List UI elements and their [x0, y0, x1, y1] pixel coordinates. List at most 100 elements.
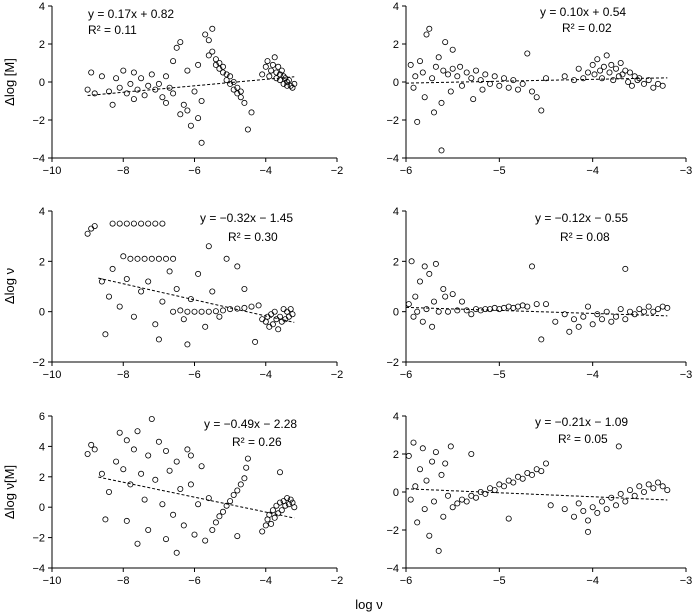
data-point [664, 487, 671, 494]
data-point [145, 278, 152, 285]
data-point [533, 94, 540, 101]
data-point [482, 490, 489, 497]
data-point [84, 450, 91, 457]
data-point [280, 80, 287, 87]
panel-row1-right: y = 0.10x + 0.54 R² = 0.02 −6 −5 −4 −3 −4 −2 0… [386, 1, 692, 177]
data-point [113, 458, 120, 465]
data-point [449, 291, 456, 298]
data-point [148, 71, 155, 78]
data-point [248, 109, 255, 116]
data-point [477, 77, 484, 84]
data-point [269, 321, 276, 328]
data-point [120, 253, 127, 260]
data-point [205, 495, 212, 502]
data-point [268, 311, 275, 318]
data-point [109, 220, 116, 227]
data-point [438, 471, 445, 478]
data-point [255, 302, 262, 309]
data-point [405, 301, 412, 308]
data-point [284, 82, 291, 89]
data-point [177, 307, 184, 314]
data-point [468, 450, 475, 457]
y-tick-label: 2 [39, 39, 45, 51]
data-point [655, 479, 662, 486]
data-point [273, 502, 280, 509]
data-point [184, 107, 191, 114]
data-point [130, 96, 137, 103]
data-point [234, 90, 241, 97]
x-tick-label: −4 [586, 575, 599, 587]
data-point [127, 481, 134, 488]
data-point [209, 527, 216, 534]
data-point [429, 75, 436, 82]
data-point [159, 220, 166, 227]
x-tick-label: −8 [117, 369, 130, 381]
fit-equation: y = −0.21x − 1.09 [535, 415, 628, 429]
data-point [280, 73, 287, 80]
data-point [458, 298, 465, 305]
x-tick-label: −6 [400, 369, 413, 381]
y-tick-label: −4 [386, 153, 399, 165]
data-point [195, 115, 202, 122]
data-point [491, 73, 498, 80]
data-point [170, 90, 177, 97]
data-point [138, 470, 145, 477]
y-tick-label: 2 [393, 39, 399, 51]
data-point [259, 528, 266, 535]
data-point [432, 449, 439, 456]
data-point [515, 86, 522, 93]
data-point [421, 94, 428, 101]
r-squared: R² = 0.05 [558, 432, 608, 446]
data-point [241, 285, 248, 292]
data-point [276, 313, 283, 320]
x-axis-label: log ν [355, 597, 382, 612]
data-point [262, 522, 269, 529]
data-point [271, 54, 278, 61]
data-point [241, 99, 248, 106]
data-point [627, 69, 634, 76]
data-point [91, 223, 98, 230]
data-point [429, 458, 436, 465]
y-tick-label: 2 [39, 256, 45, 268]
y-axis-label: Δlog ν [2, 268, 17, 304]
data-point [432, 63, 439, 70]
r-squared: R² = 0.02 [562, 21, 612, 35]
data-point [195, 270, 202, 277]
x-tick-label: −4 [586, 165, 599, 177]
data-point [429, 323, 436, 330]
data-point [138, 288, 145, 295]
data-point [152, 476, 159, 483]
data-point [414, 308, 421, 315]
data-point [216, 65, 223, 72]
y-tick-label: −2 [386, 115, 399, 127]
data-point [227, 80, 234, 87]
data-point [180, 316, 187, 323]
data-point [444, 492, 451, 499]
y-tick-label: 0 [39, 502, 45, 514]
y-tick-label: −2 [386, 525, 399, 537]
data-point [278, 67, 285, 74]
y-tick-label: 4 [393, 206, 399, 218]
data-point [138, 220, 145, 227]
data-point [284, 79, 291, 86]
data-point [419, 318, 426, 325]
data-point [438, 147, 445, 154]
data-point [130, 313, 137, 320]
data-point [180, 522, 187, 529]
data-point [463, 307, 470, 314]
y-tick-label: 4 [39, 441, 45, 453]
data-point [410, 439, 417, 446]
data-point [187, 481, 194, 488]
data-point [116, 220, 123, 227]
data-point [442, 39, 449, 46]
x-tick-label: −5 [493, 369, 506, 381]
data-point [538, 336, 545, 343]
data-point [496, 82, 503, 89]
data-point [184, 308, 191, 315]
data-point [212, 61, 219, 68]
data-point [412, 293, 419, 300]
r-squared: R² = 0.08 [560, 230, 610, 244]
data-point [468, 75, 475, 82]
data-point [423, 477, 430, 484]
y-tick-label: 6 [39, 411, 45, 423]
